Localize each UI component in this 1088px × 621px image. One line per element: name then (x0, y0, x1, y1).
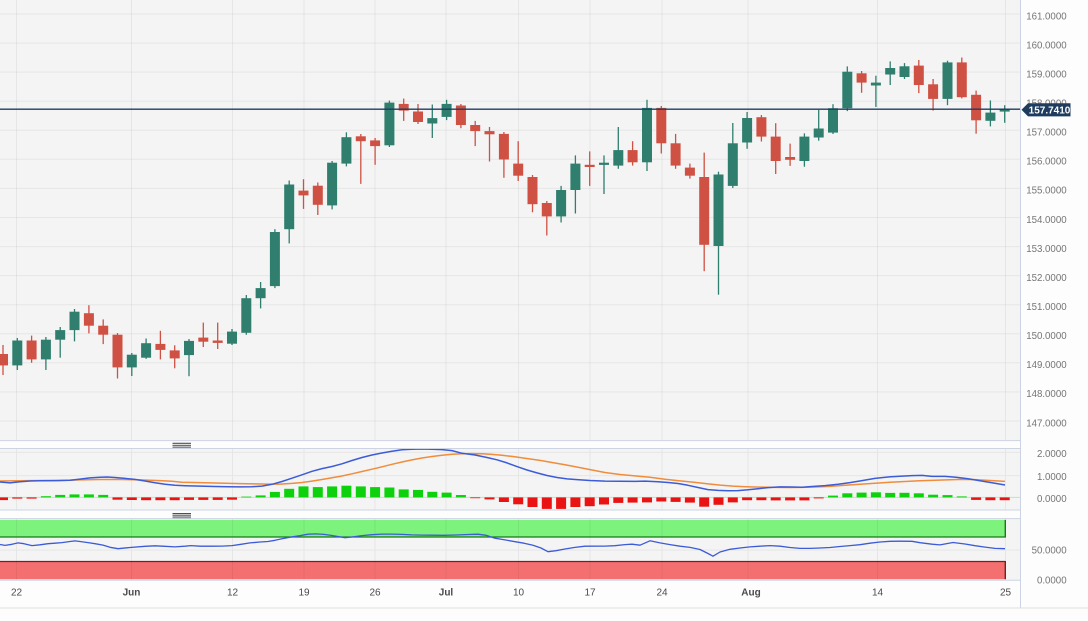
svg-text:12: 12 (227, 587, 239, 598)
svg-text:152.0000: 152.0000 (1026, 273, 1067, 284)
svg-text:160.0000: 160.0000 (1026, 40, 1067, 51)
svg-text:10: 10 (513, 587, 525, 598)
svg-text:0.0000: 0.0000 (1037, 494, 1067, 505)
svg-text:50.0000: 50.0000 (1032, 546, 1068, 557)
svg-text:24: 24 (656, 587, 668, 598)
svg-text:149.0000: 149.0000 (1026, 360, 1067, 371)
svg-text:151.0000: 151.0000 (1026, 302, 1067, 313)
svg-text:155.0000: 155.0000 (1026, 186, 1067, 197)
svg-text:147.0000: 147.0000 (1026, 418, 1067, 429)
svg-text:Jul: Jul (439, 587, 454, 598)
svg-text:2.0000: 2.0000 (1037, 449, 1067, 460)
svg-text:157.0000: 157.0000 (1026, 128, 1067, 139)
svg-text:156.0000: 156.0000 (1026, 157, 1067, 168)
svg-text:159.0000: 159.0000 (1026, 69, 1067, 80)
svg-text:14: 14 (872, 587, 884, 598)
svg-text:0.0000: 0.0000 (1037, 575, 1067, 586)
svg-text:150.0000: 150.0000 (1026, 331, 1067, 342)
svg-text:1.0000: 1.0000 (1037, 472, 1067, 483)
svg-text:153.0000: 153.0000 (1026, 244, 1067, 255)
svg-text:148.0000: 148.0000 (1026, 389, 1067, 400)
svg-text:Jun: Jun (123, 587, 141, 598)
svg-text:Aug: Aug (741, 587, 760, 598)
svg-text:161.0000: 161.0000 (1026, 11, 1067, 22)
svg-text:25: 25 (1000, 587, 1012, 598)
svg-text:22: 22 (11, 587, 23, 598)
svg-text:26: 26 (369, 587, 381, 598)
svg-text:157.7410: 157.7410 (1029, 105, 1071, 116)
svg-text:154.0000: 154.0000 (1026, 215, 1067, 226)
svg-text:19: 19 (298, 587, 310, 598)
svg-text:17: 17 (584, 587, 596, 598)
